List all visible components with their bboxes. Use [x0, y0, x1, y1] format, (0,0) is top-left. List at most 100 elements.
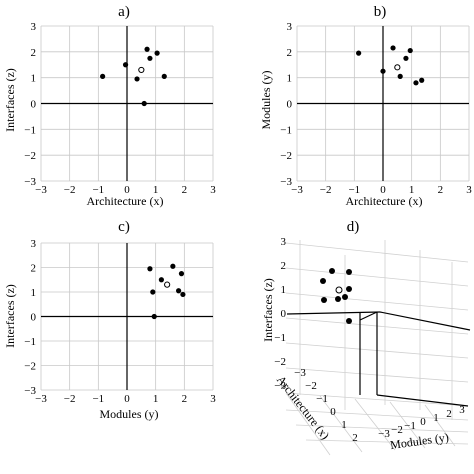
data-point	[390, 45, 396, 51]
z-tick-label: −2	[274, 356, 286, 368]
point-3d-open	[335, 286, 343, 294]
x-tick-label: 1	[153, 184, 159, 196]
x-tick-label: 0	[124, 393, 130, 405]
data-point-open	[394, 64, 401, 71]
z-tick-label: −1	[274, 332, 286, 344]
panel-d-axes	[286, 311, 471, 407]
arch-axis-label: Architecture (x)	[274, 373, 332, 442]
z-tick-label: 0	[281, 308, 287, 320]
data-point	[144, 46, 150, 52]
arch-tick-label: −2	[305, 380, 317, 392]
data-point	[413, 80, 419, 86]
x-tick-label: −2	[64, 184, 76, 196]
data-point	[178, 271, 185, 277]
modules-tick-label: 2	[446, 408, 452, 420]
panel-title: c)	[118, 219, 130, 235]
y-tick-label: −1	[24, 124, 36, 136]
x-tick-label: −1	[348, 184, 360, 196]
y-tick-label: 3	[31, 238, 37, 250]
x-tick-label: 0	[124, 184, 130, 196]
modules-tick-label: 3	[459, 404, 465, 416]
z-tick-label: 3	[281, 236, 287, 248]
x-axis-label: Modules (y)	[100, 407, 159, 421]
point-3d	[346, 318, 352, 324]
data-point	[380, 68, 386, 74]
arch-tick-label: −1	[316, 393, 328, 405]
data-point	[407, 47, 413, 54]
x-tick-label: 1	[153, 393, 159, 405]
y-axis-label: Interfaces (z)	[3, 68, 17, 132]
data-point	[158, 277, 164, 283]
data-point	[180, 291, 186, 298]
y-tick-label: −3	[280, 176, 292, 188]
data-point	[356, 50, 362, 56]
data-point	[419, 77, 425, 83]
y-tick-label: −2	[24, 361, 36, 373]
arch-tick-label: −3	[294, 367, 306, 379]
y-tick-label: 1	[287, 73, 293, 85]
data-point	[176, 288, 182, 294]
y-tick-label: −3	[24, 385, 36, 397]
y-tick-label: 1	[31, 73, 37, 85]
data-point	[122, 62, 129, 68]
data-point-open	[164, 281, 171, 288]
point-3d	[335, 296, 341, 302]
data-point	[397, 73, 403, 79]
x-tick-label: 1	[409, 184, 415, 196]
data-point	[403, 55, 409, 61]
panel-b: −3 −2 −1 0 1 2 3 3 2 1 0 −1 −2 −3 b) Architecture (x) Mo…	[259, 4, 472, 208]
modules-tick-label: −2	[391, 424, 403, 436]
arch-tick-label: 1	[341, 419, 347, 431]
data-point	[154, 50, 160, 56]
data-point	[151, 313, 157, 320]
data-point	[170, 263, 176, 269]
panel-c: −3 −2 −1 0 1 2 3 3 2 1 0 −1 −2 −3 c) Modules (y) Interfa…	[3, 219, 216, 421]
x-tick-label: 2	[182, 184, 188, 196]
x-tick-label: 3	[210, 184, 216, 196]
z-tick-label: −3	[274, 380, 286, 392]
y-tick-label: 0	[31, 312, 37, 324]
y-tick-label: −2	[24, 150, 36, 162]
panel-d-points	[320, 268, 352, 324]
y-tick-label: −2	[280, 150, 292, 162]
y-tick-label: 0	[31, 99, 37, 111]
z-axis-label: Interfaces (z)	[261, 278, 275, 342]
data-point-open	[138, 66, 145, 74]
point-3d	[346, 269, 352, 275]
data-point	[141, 100, 147, 107]
x-tick-label: −1	[92, 393, 104, 405]
x-tick-label: −2	[64, 393, 76, 405]
point-3d	[342, 294, 348, 300]
y-tick-label: 3	[31, 21, 37, 33]
data-point	[161, 73, 167, 79]
arch-tick-label: 2	[352, 432, 358, 444]
point-3d	[346, 286, 352, 292]
panel-title: d)	[347, 219, 360, 235]
panel-title: b)	[374, 4, 387, 20]
panel-a: −3 −2 −1 0 1 2 3 3 2 1 0 −1 −2 −3 a) Architecture (x) In…	[3, 4, 216, 208]
y-tick-label: 2	[287, 47, 293, 59]
x-axis-label: Architecture (x)	[87, 194, 164, 208]
data-point	[100, 73, 106, 79]
y-axis-label: Interfaces (z)	[3, 284, 17, 348]
point-3d	[329, 268, 335, 274]
x-tick-label: −3	[35, 393, 47, 405]
data-point	[147, 55, 153, 61]
z-tick-label: 2	[281, 260, 287, 272]
x-tick-label: 2	[182, 393, 188, 405]
y-tick-label: −1	[280, 124, 292, 136]
modules-tick-label: −1	[404, 420, 416, 432]
x-tick-label: −3	[291, 184, 303, 196]
x-tick-label: −1	[92, 184, 104, 196]
data-point	[147, 266, 153, 272]
y-tick-label: 2	[31, 263, 37, 275]
point-3d	[321, 297, 327, 303]
y-tick-label: 1	[31, 287, 37, 299]
y-tick-label: −3	[24, 176, 36, 188]
y-axis-label: Modules (y)	[259, 71, 273, 130]
data-point	[134, 76, 140, 82]
panel-title: a)	[118, 4, 130, 20]
x-axis-label: Architecture (x)	[346, 194, 423, 208]
